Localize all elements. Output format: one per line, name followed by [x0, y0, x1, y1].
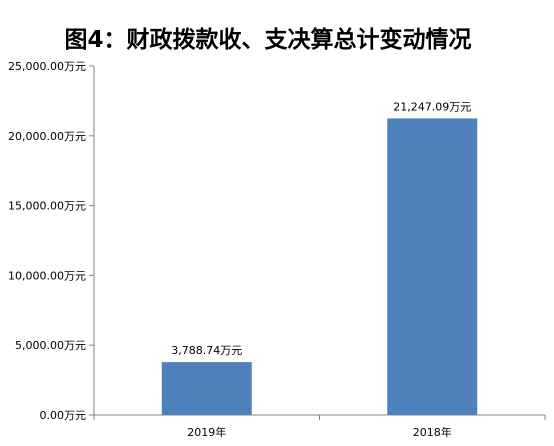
- bar: [161, 362, 252, 415]
- bar: [387, 118, 478, 415]
- data-label: 21,247.09万元: [393, 100, 471, 113]
- y-tick-label: 10,000.00万元: [8, 269, 86, 282]
- x-tick-label: 2018年: [413, 425, 452, 439]
- chart-title: 图4：财政拨款收、支决算总计变动情况: [64, 26, 471, 53]
- x-tick-label: 2019年: [187, 425, 226, 439]
- y-tick-label: 15,000.00万元: [8, 200, 86, 213]
- y-tick-label: 20,000.00万元: [8, 130, 86, 143]
- bars: 3,788.74万元 21,247.09万元: [161, 100, 478, 415]
- y-tick-label: 0.00万元: [40, 409, 87, 422]
- y-tick-label: 25,000.00万元: [8, 60, 86, 73]
- y-axis-ticks: 0.00万元 5,000.00万元 10,000.00万元 15,000.00万元 20…: [8, 60, 94, 422]
- y-tick-label: 5,000.00万元: [15, 339, 86, 352]
- data-label: 3,788.74万元: [171, 344, 242, 357]
- x-axis-ticks: 2019年 2018年: [93, 415, 546, 439]
